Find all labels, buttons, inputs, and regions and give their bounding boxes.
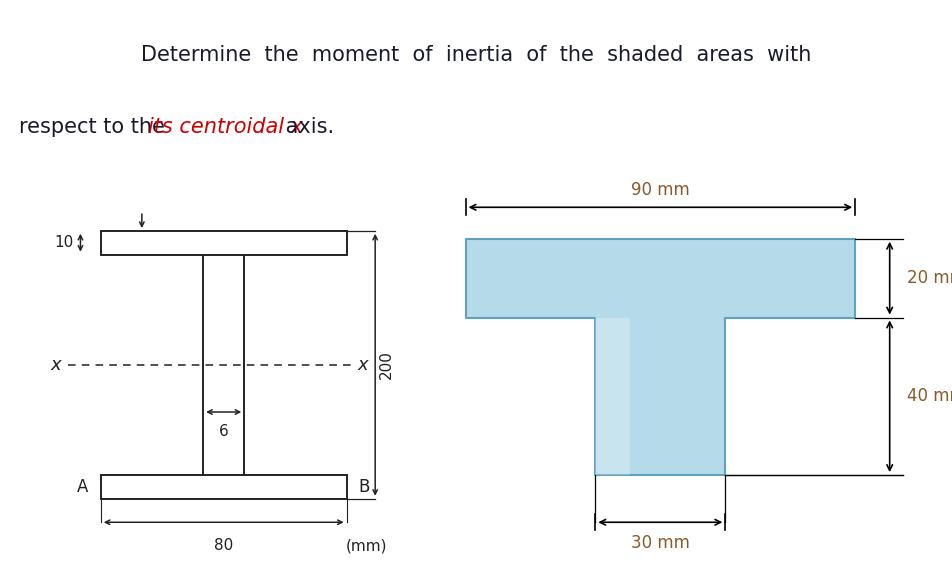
Text: 10: 10 [54, 235, 73, 250]
Text: A: A [77, 478, 89, 496]
Polygon shape [466, 239, 630, 475]
Text: respect to the: respect to the [19, 117, 171, 137]
Text: 90 mm: 90 mm [631, 181, 689, 199]
Text: B: B [359, 478, 370, 496]
Text: Determine  the  moment  of  inertia  of  the  shaded  areas  with: Determine the moment of inertia of the s… [141, 45, 811, 65]
Text: (mm): (mm) [347, 538, 387, 553]
Text: 20 mm: 20 mm [907, 269, 952, 287]
Polygon shape [466, 239, 855, 475]
Text: x: x [358, 356, 368, 374]
Text: x: x [50, 356, 61, 374]
Text: its centroidal x: its centroidal x [148, 117, 303, 137]
Bar [101, 475, 347, 499]
Text: 80: 80 [214, 538, 233, 553]
Text: axis.: axis. [279, 117, 334, 137]
Text: 200: 200 [379, 350, 394, 379]
Text: 30 mm: 30 mm [631, 534, 690, 552]
Text: 40 mm: 40 mm [907, 387, 952, 405]
Text: 6: 6 [219, 424, 228, 439]
Bar [101, 231, 347, 255]
